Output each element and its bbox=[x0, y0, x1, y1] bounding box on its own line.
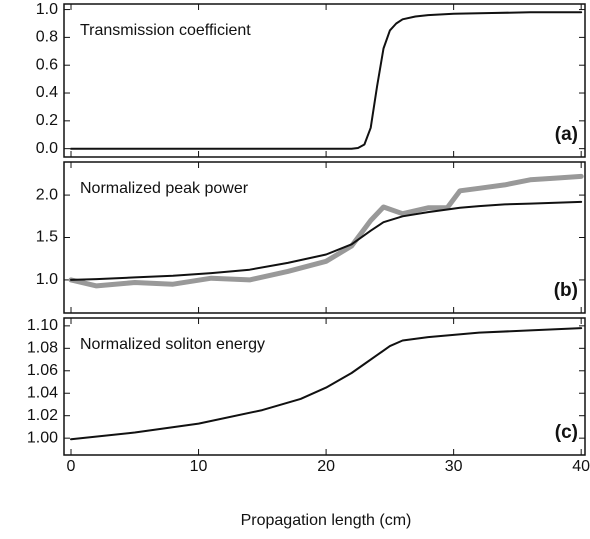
y-tick-label: 1.0 bbox=[36, 271, 58, 288]
x-tick-label: 40 bbox=[572, 458, 590, 475]
x-tick-label: 20 bbox=[317, 458, 335, 475]
panel-label: (a) bbox=[555, 124, 578, 145]
panel-frame bbox=[63, 317, 586, 456]
y-tick-label: 0.8 bbox=[36, 29, 58, 46]
panel-title: Transmission coefficient bbox=[80, 22, 251, 39]
panel-frame bbox=[63, 161, 586, 314]
x-axis-label: Propagation length (cm) bbox=[241, 512, 412, 529]
panel-frame bbox=[63, 3, 586, 158]
y-tick-label: 0.6 bbox=[36, 56, 58, 73]
panel-title: Normalized peak power bbox=[80, 180, 249, 197]
y-tick-label: 1.5 bbox=[36, 229, 58, 246]
panel-label: (b) bbox=[554, 280, 578, 301]
y-tick-label: 0.0 bbox=[36, 140, 58, 157]
data-line bbox=[70, 327, 583, 441]
y-tick-label: 1.0 bbox=[36, 1, 58, 18]
x-tick-label: 0 bbox=[67, 458, 76, 475]
y-tick-label: 1.10 bbox=[27, 317, 58, 334]
x-tick-label: 10 bbox=[190, 458, 208, 475]
data-line bbox=[70, 200, 583, 281]
y-tick-label: 1.08 bbox=[27, 340, 58, 357]
y-tick-label: 0.2 bbox=[36, 112, 58, 129]
y-tick-label: 2.0 bbox=[36, 186, 58, 203]
y-tick-label: 1.02 bbox=[27, 407, 58, 424]
y-tick-label: 1.04 bbox=[27, 384, 58, 401]
panel-label: (c) bbox=[555, 422, 578, 443]
x-tick-label: 30 bbox=[445, 458, 463, 475]
y-tick-label: 1.06 bbox=[27, 362, 58, 379]
data-line bbox=[70, 11, 583, 150]
panel-title: Normalized soliton energy bbox=[80, 336, 265, 353]
data-line bbox=[68, 173, 584, 289]
y-tick-label: 0.4 bbox=[36, 84, 58, 101]
y-tick-label: 1.00 bbox=[27, 429, 58, 446]
